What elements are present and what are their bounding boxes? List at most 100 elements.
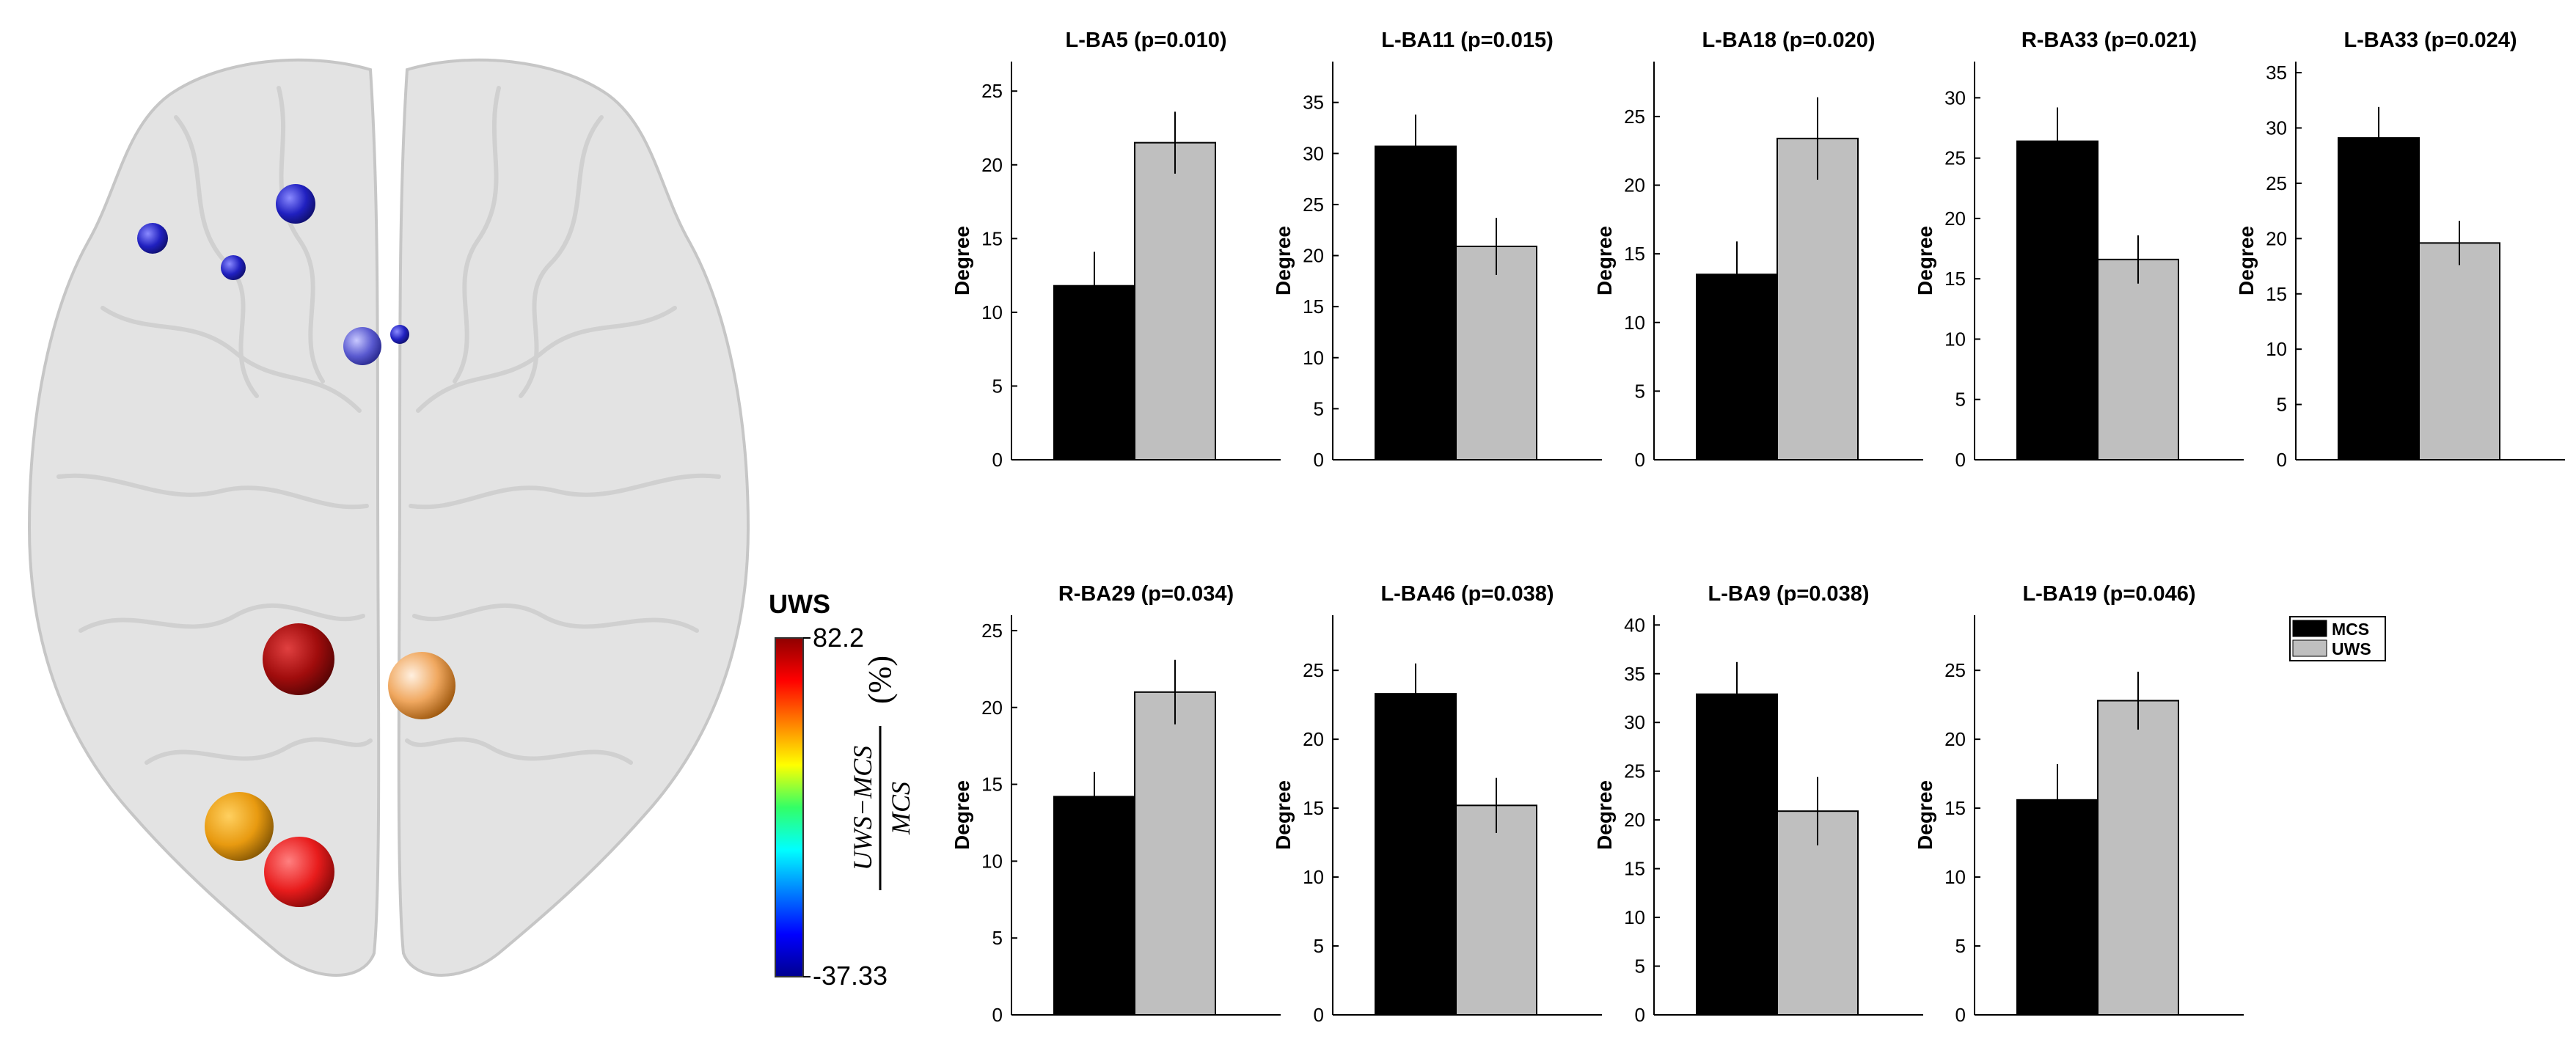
y-tick-label: 15	[1624, 243, 1645, 265]
y-tick-label: 15	[981, 774, 1003, 796]
bar-mcs	[1375, 693, 1457, 1016]
y-tick-label: 20	[1303, 245, 1324, 267]
y-tick-label: 30	[1303, 142, 1324, 164]
bar-uws	[2097, 258, 2179, 461]
y-tick-label: 5	[1635, 955, 1645, 977]
bar-uws	[1134, 142, 1216, 461]
chart-title: L-BA46 (p=0.038)	[1380, 582, 1554, 606]
y-tick-label: 25	[1303, 194, 1324, 216]
brain-axial-view	[27, 58, 750, 977]
legend-label-uws: UWS	[2332, 639, 2371, 658]
y-tick-label: 0	[1635, 1004, 1645, 1026]
y-tick-label: 10	[1944, 328, 1966, 350]
y-tick-label: 20	[981, 154, 1003, 176]
y-tick-label: 30	[1624, 711, 1645, 733]
node-blue-1	[137, 223, 168, 254]
y-tick-label: 5	[992, 927, 1003, 949]
colorbar-formula-denominator: MCS	[886, 782, 915, 835]
bar-mcs	[1375, 145, 1457, 461]
y-axis-label: Degree	[1272, 226, 1295, 296]
node-red	[264, 837, 334, 907]
y-tick-label: 35	[1303, 92, 1324, 114]
node-darkred	[263, 623, 334, 695]
y-tick-label: 20	[1624, 175, 1645, 197]
y-tick-label: 5	[992, 375, 1003, 397]
bar-chart-7: L-BA46 (p=0.038) Degree 0 5 10 15 20 25	[1272, 582, 1602, 1026]
colorbar-max-label: 82.2	[813, 623, 864, 653]
y-tick-label: 25	[981, 620, 1003, 642]
y-tick-label: 10	[981, 850, 1003, 872]
colorbar-gradient	[775, 637, 804, 977]
colorbar-formula-numerator: UWS−MCS	[848, 746, 877, 870]
y-tick-label: 5	[1955, 389, 1966, 411]
y-tick-label: 15	[981, 227, 1003, 249]
chart-title: L-BA19 (p=0.046)	[2022, 582, 2195, 606]
bar-mcs	[2338, 137, 2420, 461]
bar-chart-8: L-BA9 (p=0.038) Degree 0 5 10 15 20 25 30 35 40	[1593, 582, 1923, 1026]
colorbar-unit: (%)	[862, 656, 898, 704]
bar-chart-4: R-BA33 (p=0.021) Degree 0 5 10 15 20 25 30	[1914, 29, 2244, 471]
brain-gyri	[56, 86, 721, 765]
chart-title: L-BA5 (p=0.010)	[1066, 29, 1227, 52]
y-tick-label: 5	[1314, 935, 1324, 957]
bar-uws	[2418, 242, 2500, 461]
y-tick-label: 25	[2266, 172, 2287, 194]
y-tick-label: 15	[1944, 797, 1966, 819]
node-blue-5	[390, 325, 409, 344]
y-tick-label: 5	[2277, 394, 2287, 416]
node-blue-3	[221, 255, 246, 280]
y-tick-label: 20	[1303, 728, 1324, 750]
chart-title: L-BA9 (p=0.038)	[1708, 582, 1870, 606]
colorbar: UWS 82.2 -37.33 UWS−MCS MCS (%)	[769, 589, 915, 991]
y-tick-label: 0	[1955, 449, 1966, 471]
chart-title: L-BA33 (p=0.024)	[2343, 29, 2517, 52]
bar-uws	[1134, 691, 1216, 1016]
bar-uws	[1777, 137, 1859, 461]
y-tick-label: 0	[2277, 449, 2287, 471]
chart-title: L-BA18 (p=0.020)	[1702, 29, 1875, 52]
y-tick-label: 20	[1624, 809, 1645, 831]
y-tick-label: 30	[2266, 117, 2287, 139]
y-tick-label: 15	[1944, 268, 1966, 290]
y-tick-label: 40	[1624, 614, 1645, 636]
y-tick-label: 35	[1624, 663, 1645, 685]
y-tick-label: 0	[992, 1004, 1003, 1026]
y-tick-label: 15	[1303, 296, 1324, 318]
colorbar-min-label: -37.33	[813, 961, 888, 991]
node-blue-4	[343, 327, 381, 365]
legend-label-mcs: MCS	[2332, 620, 2369, 639]
y-tick-label: 0	[1314, 449, 1324, 471]
node-blue-2	[276, 184, 315, 224]
chart-title: L-BA11 (p=0.015)	[1381, 29, 1554, 52]
bar-chart-1: L-BA5 (p=0.010) Degree 0 5 10 15 20 25	[951, 29, 1281, 471]
legend-swatch-mcs	[2292, 620, 2327, 637]
y-tick-label: 20	[1944, 728, 1966, 750]
y-tick-label: 10	[1944, 866, 1966, 888]
legend: MCS UWS	[2289, 616, 2386, 661]
y-axis-label: Degree	[1914, 780, 1936, 850]
chart-title: R-BA33 (p=0.021)	[2021, 29, 2197, 52]
y-tick-label: 20	[2266, 227, 2287, 249]
y-axis-label: Degree	[951, 226, 973, 296]
y-axis-label: Degree	[2235, 226, 2258, 296]
bar-chart-6: R-BA29 (p=0.034) Degree 0 5 10 15 20 25	[951, 582, 1281, 1026]
y-tick-label: 10	[1624, 312, 1645, 334]
bar-chart-3: L-BA18 (p=0.020) Degree 0 5 10 15 20 25	[1593, 29, 1923, 471]
bar-uws	[1455, 804, 1537, 1016]
y-tick-label: 35	[2266, 62, 2287, 84]
chart-title: R-BA29 (p=0.034)	[1058, 582, 1234, 606]
y-tick-label: 15	[1624, 858, 1645, 880]
y-tick-label: 5	[1955, 935, 1966, 957]
bar-chart-5: L-BA33 (p=0.024) Degree 0 5 10 15 20 25 30 35	[2235, 29, 2565, 471]
y-tick-label: 10	[2266, 338, 2287, 360]
colorbar-title: UWS	[769, 589, 830, 619]
y-tick-label: 25	[1624, 106, 1645, 128]
bar-chart-2: L-BA11 (p=0.015) Degree 0 5 10 15 20 25 30 35	[1272, 29, 1602, 471]
y-tick-label: 10	[1303, 866, 1324, 888]
y-tick-label: 0	[1955, 1004, 1966, 1026]
y-axis-label: Degree	[1272, 780, 1295, 850]
y-tick-label: 5	[1314, 397, 1324, 419]
legend-swatch-uws	[2292, 639, 2327, 657]
y-tick-label: 25	[1624, 760, 1645, 782]
y-tick-label: 10	[1624, 906, 1645, 928]
